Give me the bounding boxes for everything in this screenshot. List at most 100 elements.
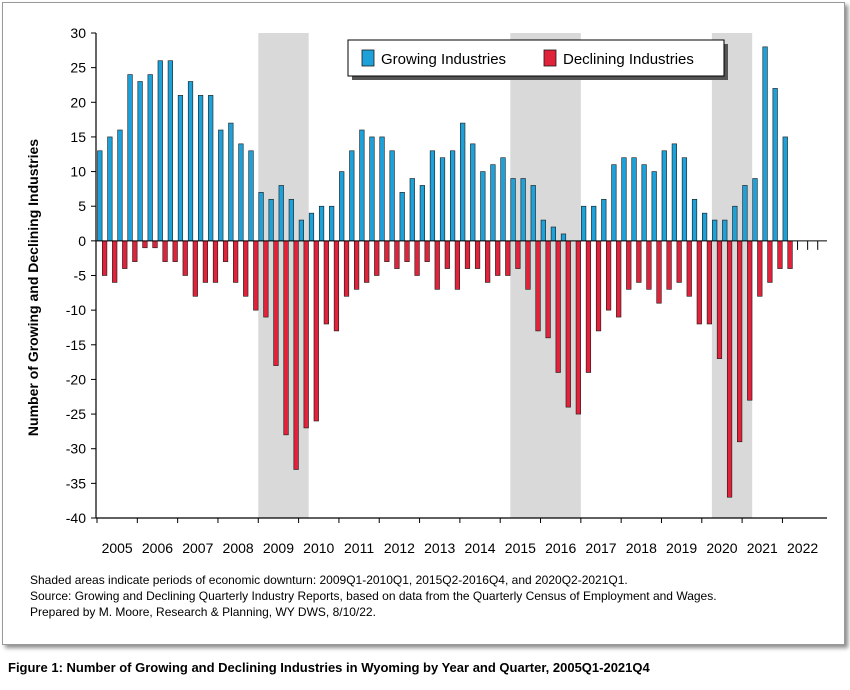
- growing-bar: [712, 219, 718, 242]
- legend: Growing Industries Declining Industries: [347, 39, 728, 80]
- y-axis-label: Number of Growing and Declining Industri…: [25, 139, 41, 436]
- growing-bar: [359, 129, 365, 242]
- y-tick-label: -25: [66, 406, 86, 422]
- declining-bar: [757, 240, 763, 297]
- legend-swatch-declining: [543, 49, 557, 67]
- declining-bar: [525, 240, 531, 290]
- declining-bar: [353, 240, 360, 290]
- growing-bar: [187, 81, 194, 242]
- declining-bar: [102, 240, 108, 276]
- x-tick-label-2018: 2018: [626, 540, 657, 556]
- chart-notes: Shaded areas indicate periods of economi…: [30, 572, 830, 620]
- declining-bar: [505, 240, 511, 276]
- growing-bar: [691, 198, 698, 242]
- x-tick-label-2021: 2021: [747, 540, 778, 556]
- legend-box: [347, 39, 725, 77]
- declining-bar: [686, 240, 692, 297]
- y-tick-label: -35: [66, 475, 86, 491]
- declining-bar: [444, 240, 450, 269]
- legend-swatch-growing: [361, 49, 375, 67]
- declining-bar: [243, 240, 249, 297]
- x-tick-label-2011: 2011: [344, 540, 374, 556]
- declining-bar: [374, 240, 380, 276]
- growing-bar: [97, 150, 103, 242]
- growing-bar: [681, 157, 688, 242]
- declining-bar: [233, 240, 239, 283]
- x-tick-label-2005: 2005: [102, 540, 133, 556]
- declining-bar: [575, 240, 581, 415]
- declining-bar: [323, 240, 329, 325]
- x-tick-label-2016: 2016: [545, 540, 576, 556]
- growing-bar: [137, 81, 143, 242]
- growing-bar: [772, 88, 778, 242]
- declining-bar: [565, 240, 571, 408]
- note-source: Source: Growing and Declining Quarterly …: [30, 589, 717, 603]
- growing-bar: [480, 171, 486, 242]
- growing-bar: [701, 212, 708, 242]
- growing-bar: [369, 136, 375, 242]
- growing-bar: [339, 171, 345, 242]
- declining-bar: [595, 240, 602, 332]
- declining-bar: [706, 240, 712, 325]
- growing-bar: [661, 150, 667, 242]
- growing-bar: [671, 143, 677, 242]
- growing-bar: [318, 205, 325, 242]
- y-tick-label: 5: [78, 198, 86, 214]
- declining-bar: [253, 240, 259, 311]
- growing-bar: [208, 95, 214, 242]
- declining-bar: [787, 240, 793, 269]
- growing-bar: [268, 198, 274, 242]
- declining-bar: [182, 240, 188, 276]
- declining-bar: [394, 240, 400, 269]
- growing-bar: [218, 129, 224, 242]
- x-tick-label-2006: 2006: [142, 540, 173, 556]
- declining-bar: [202, 240, 209, 283]
- growing-bar: [439, 157, 446, 242]
- growing-bar: [762, 46, 768, 242]
- declining-bar: [585, 240, 592, 373]
- growing-bar: [530, 185, 536, 242]
- x-tick-label-2010: 2010: [303, 540, 334, 556]
- declining-bar: [152, 240, 158, 249]
- growing-bar: [308, 212, 315, 242]
- declining-bar: [696, 240, 702, 325]
- growing-bar: [198, 95, 204, 242]
- y-tick-label: 20: [70, 94, 86, 110]
- declining-bar: [283, 240, 289, 436]
- declining-bar: [485, 240, 491, 283]
- growing-bar: [631, 157, 637, 242]
- x-tick-label-2007: 2007: [182, 540, 213, 556]
- growing-bar: [288, 198, 294, 242]
- legend-label-declining: Declining Industries: [563, 51, 694, 68]
- growing-bar: [560, 233, 567, 242]
- declining-bar: [464, 240, 471, 269]
- declining-bar: [313, 240, 319, 422]
- growing-bar: [258, 192, 264, 242]
- declining-bar: [454, 240, 461, 290]
- y-tick-label: -10: [66, 302, 86, 318]
- declining-bar: [384, 240, 390, 262]
- declining-bar: [162, 240, 168, 262]
- y-tick-label: 0: [78, 233, 86, 249]
- declining-bar: [535, 240, 541, 332]
- declining-bar: [212, 240, 219, 283]
- growing-bar: [732, 205, 738, 242]
- x-tick-label-2019: 2019: [666, 540, 697, 556]
- declining-bar: [737, 240, 743, 443]
- note-shading: Shaded areas indicate periods of economi…: [30, 573, 628, 587]
- declining-bar: [333, 240, 340, 332]
- declining-bar: [273, 240, 279, 366]
- x-tick-label-2013: 2013: [424, 540, 455, 556]
- growing-bar: [107, 136, 113, 242]
- y-tick-label: 30: [70, 25, 86, 41]
- growing-bar: [611, 164, 617, 242]
- y-tick-label: 15: [70, 129, 86, 145]
- declining-bar: [172, 240, 178, 262]
- x-tick-label-2012: 2012: [384, 540, 415, 556]
- declining-bar: [747, 240, 753, 401]
- growing-bar: [167, 60, 173, 242]
- growing-bar: [379, 136, 385, 242]
- growing-bar: [157, 60, 163, 242]
- declining-bar: [636, 240, 642, 283]
- declining-bar: [495, 240, 501, 276]
